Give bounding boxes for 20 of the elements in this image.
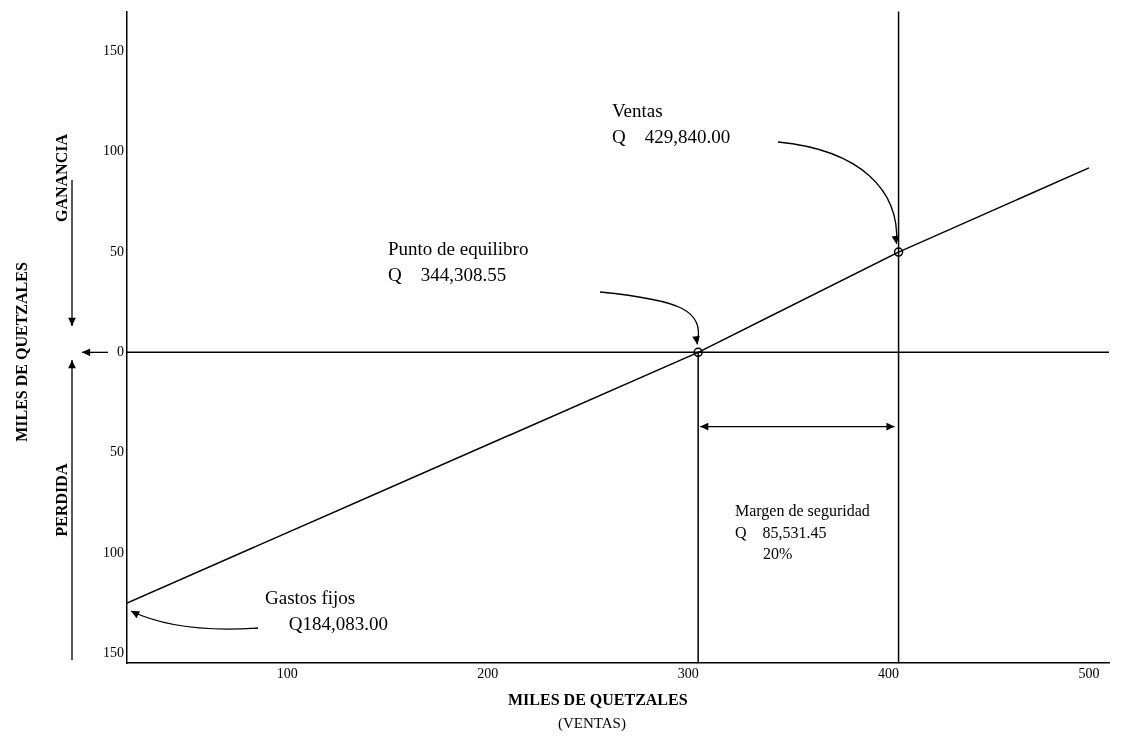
annotation: Ventas Q 429,840.00 <box>612 99 731 149</box>
text: PERDIDA <box>53 463 71 537</box>
annotation: Gastos fijos Q184,083.00 <box>265 586 388 636</box>
x-tick-label: 200 <box>477 666 499 682</box>
x-tick-label: 100 <box>276 666 298 682</box>
y-tick-label: 50 <box>110 444 124 460</box>
annotation: Margen de seguridad Q 85,531.45 20% <box>735 501 870 565</box>
y-tick-label: 50 <box>110 243 124 259</box>
x-tick-label: 300 <box>677 666 699 682</box>
annotation: Punto de equilibro Q 344,308.55 <box>388 237 529 287</box>
y-tick-label: 0 <box>117 344 124 360</box>
y-tick-label: 150 <box>103 43 124 59</box>
y-tick-label: 100 <box>103 143 124 159</box>
y-axis-title: MILES DE QUETZALES <box>13 262 31 443</box>
x-tick-label: 500 <box>1078 666 1100 682</box>
text: GANANCIA <box>53 134 71 222</box>
x-tick-label: 400 <box>878 666 900 682</box>
y-tick-label: 150 <box>103 644 124 660</box>
x-axis-title: MILES DE QUETZALES (VENTAS) <box>508 690 688 734</box>
y-tick-label: 100 <box>103 544 124 560</box>
